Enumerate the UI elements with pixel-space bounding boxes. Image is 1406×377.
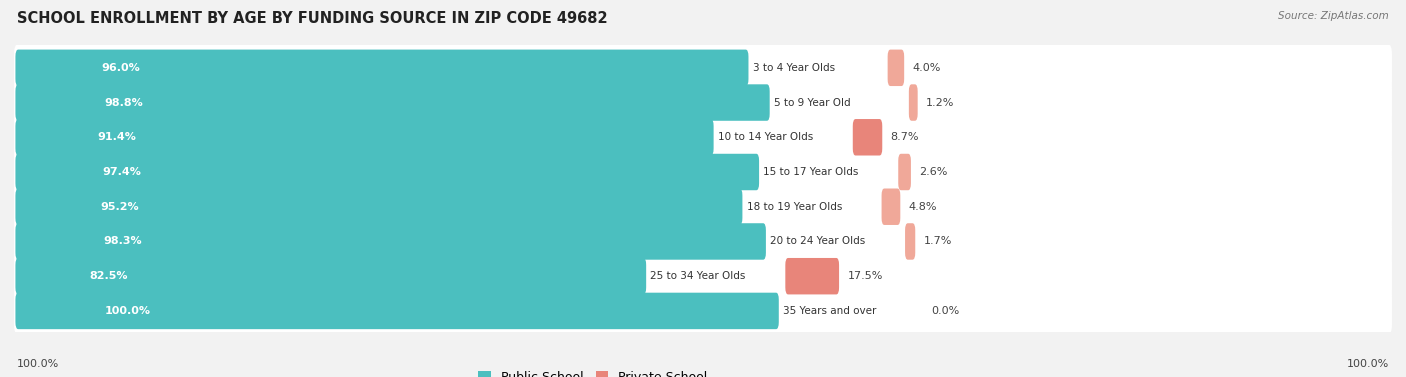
Text: 8.7%: 8.7% [890,132,920,142]
Text: 15 to 17 Year Olds: 15 to 17 Year Olds [763,167,859,177]
Text: 100.0%: 100.0% [17,359,59,369]
Text: 98.8%: 98.8% [104,98,142,107]
Text: 4.0%: 4.0% [912,63,941,73]
FancyBboxPatch shape [14,44,1392,92]
Text: 100.0%: 100.0% [105,306,150,316]
FancyBboxPatch shape [908,84,918,121]
FancyBboxPatch shape [898,154,911,190]
FancyBboxPatch shape [14,287,1392,335]
Text: 20 to 24 Year Olds: 20 to 24 Year Olds [770,236,865,247]
FancyBboxPatch shape [15,293,779,329]
Text: 10 to 14 Year Olds: 10 to 14 Year Olds [717,132,813,142]
FancyBboxPatch shape [786,258,839,294]
Text: 2.6%: 2.6% [920,167,948,177]
FancyBboxPatch shape [15,50,748,86]
Text: 0.0%: 0.0% [932,306,960,316]
Text: 95.2%: 95.2% [101,202,139,212]
Legend: Public School, Private School: Public School, Private School [472,366,713,377]
Text: 100.0%: 100.0% [1347,359,1389,369]
FancyBboxPatch shape [887,50,904,86]
Text: Source: ZipAtlas.com: Source: ZipAtlas.com [1278,11,1389,21]
FancyBboxPatch shape [15,223,766,260]
FancyBboxPatch shape [14,79,1392,126]
Text: 35 Years and over: 35 Years and over [783,306,876,316]
Text: SCHOOL ENROLLMENT BY AGE BY FUNDING SOURCE IN ZIP CODE 49682: SCHOOL ENROLLMENT BY AGE BY FUNDING SOUR… [17,11,607,26]
Text: 91.4%: 91.4% [97,132,136,142]
FancyBboxPatch shape [14,148,1392,196]
FancyBboxPatch shape [15,188,742,225]
FancyBboxPatch shape [15,84,769,121]
Text: 25 to 34 Year Olds: 25 to 34 Year Olds [651,271,745,281]
FancyBboxPatch shape [882,188,900,225]
Text: 97.4%: 97.4% [103,167,142,177]
FancyBboxPatch shape [14,218,1392,265]
Text: 3 to 4 Year Olds: 3 to 4 Year Olds [752,63,835,73]
Text: 98.3%: 98.3% [104,236,142,247]
FancyBboxPatch shape [15,119,714,155]
FancyBboxPatch shape [14,113,1392,161]
FancyBboxPatch shape [15,258,647,294]
Text: 4.8%: 4.8% [908,202,936,212]
Text: 1.2%: 1.2% [927,98,955,107]
FancyBboxPatch shape [853,119,882,155]
FancyBboxPatch shape [905,223,915,260]
FancyBboxPatch shape [14,183,1392,230]
FancyBboxPatch shape [14,253,1392,300]
Text: 5 to 9 Year Old: 5 to 9 Year Old [773,98,851,107]
Text: 17.5%: 17.5% [848,271,883,281]
FancyBboxPatch shape [15,154,759,190]
Text: 96.0%: 96.0% [101,63,141,73]
Text: 82.5%: 82.5% [89,271,128,281]
Text: 18 to 19 Year Olds: 18 to 19 Year Olds [747,202,842,212]
Text: 1.7%: 1.7% [924,236,952,247]
